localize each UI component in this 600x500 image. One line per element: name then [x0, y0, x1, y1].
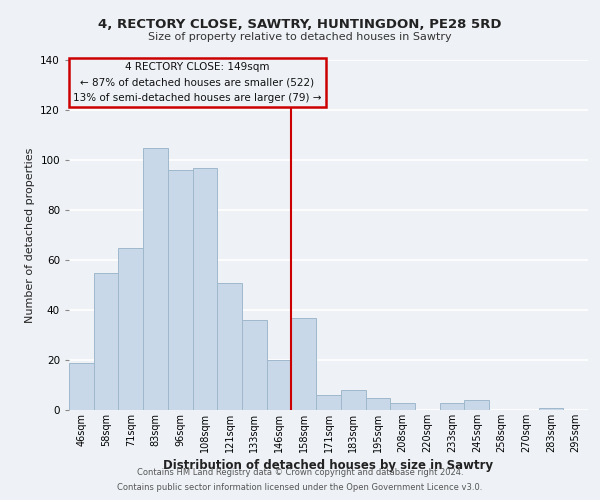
Text: Contains public sector information licensed under the Open Government Licence v3: Contains public sector information licen…: [118, 483, 482, 492]
Bar: [316, 395, 341, 410]
Bar: [143, 148, 168, 410]
Bar: [390, 402, 415, 410]
Text: 4, RECTORY CLOSE, SAWTRY, HUNTINGDON, PE28 5RD: 4, RECTORY CLOSE, SAWTRY, HUNTINGDON, PE…: [98, 18, 502, 30]
Bar: [69, 362, 94, 410]
Text: 4 RECTORY CLOSE: 149sqm
← 87% of detached houses are smaller (522)
13% of semi-d: 4 RECTORY CLOSE: 149sqm ← 87% of detache…: [73, 62, 322, 103]
Bar: [464, 400, 489, 410]
Bar: [539, 408, 563, 410]
Bar: [365, 398, 390, 410]
Bar: [267, 360, 292, 410]
Text: Contains HM Land Registry data © Crown copyright and database right 2024.: Contains HM Land Registry data © Crown c…: [137, 468, 463, 477]
Bar: [118, 248, 143, 410]
Bar: [217, 282, 242, 410]
Y-axis label: Number of detached properties: Number of detached properties: [25, 148, 35, 322]
Bar: [440, 402, 464, 410]
Bar: [168, 170, 193, 410]
Bar: [94, 272, 118, 410]
Bar: [242, 320, 267, 410]
Text: Size of property relative to detached houses in Sawtry: Size of property relative to detached ho…: [148, 32, 452, 42]
X-axis label: Distribution of detached houses by size in Sawtry: Distribution of detached houses by size …: [163, 459, 494, 472]
Bar: [341, 390, 365, 410]
Bar: [193, 168, 217, 410]
Bar: [292, 318, 316, 410]
